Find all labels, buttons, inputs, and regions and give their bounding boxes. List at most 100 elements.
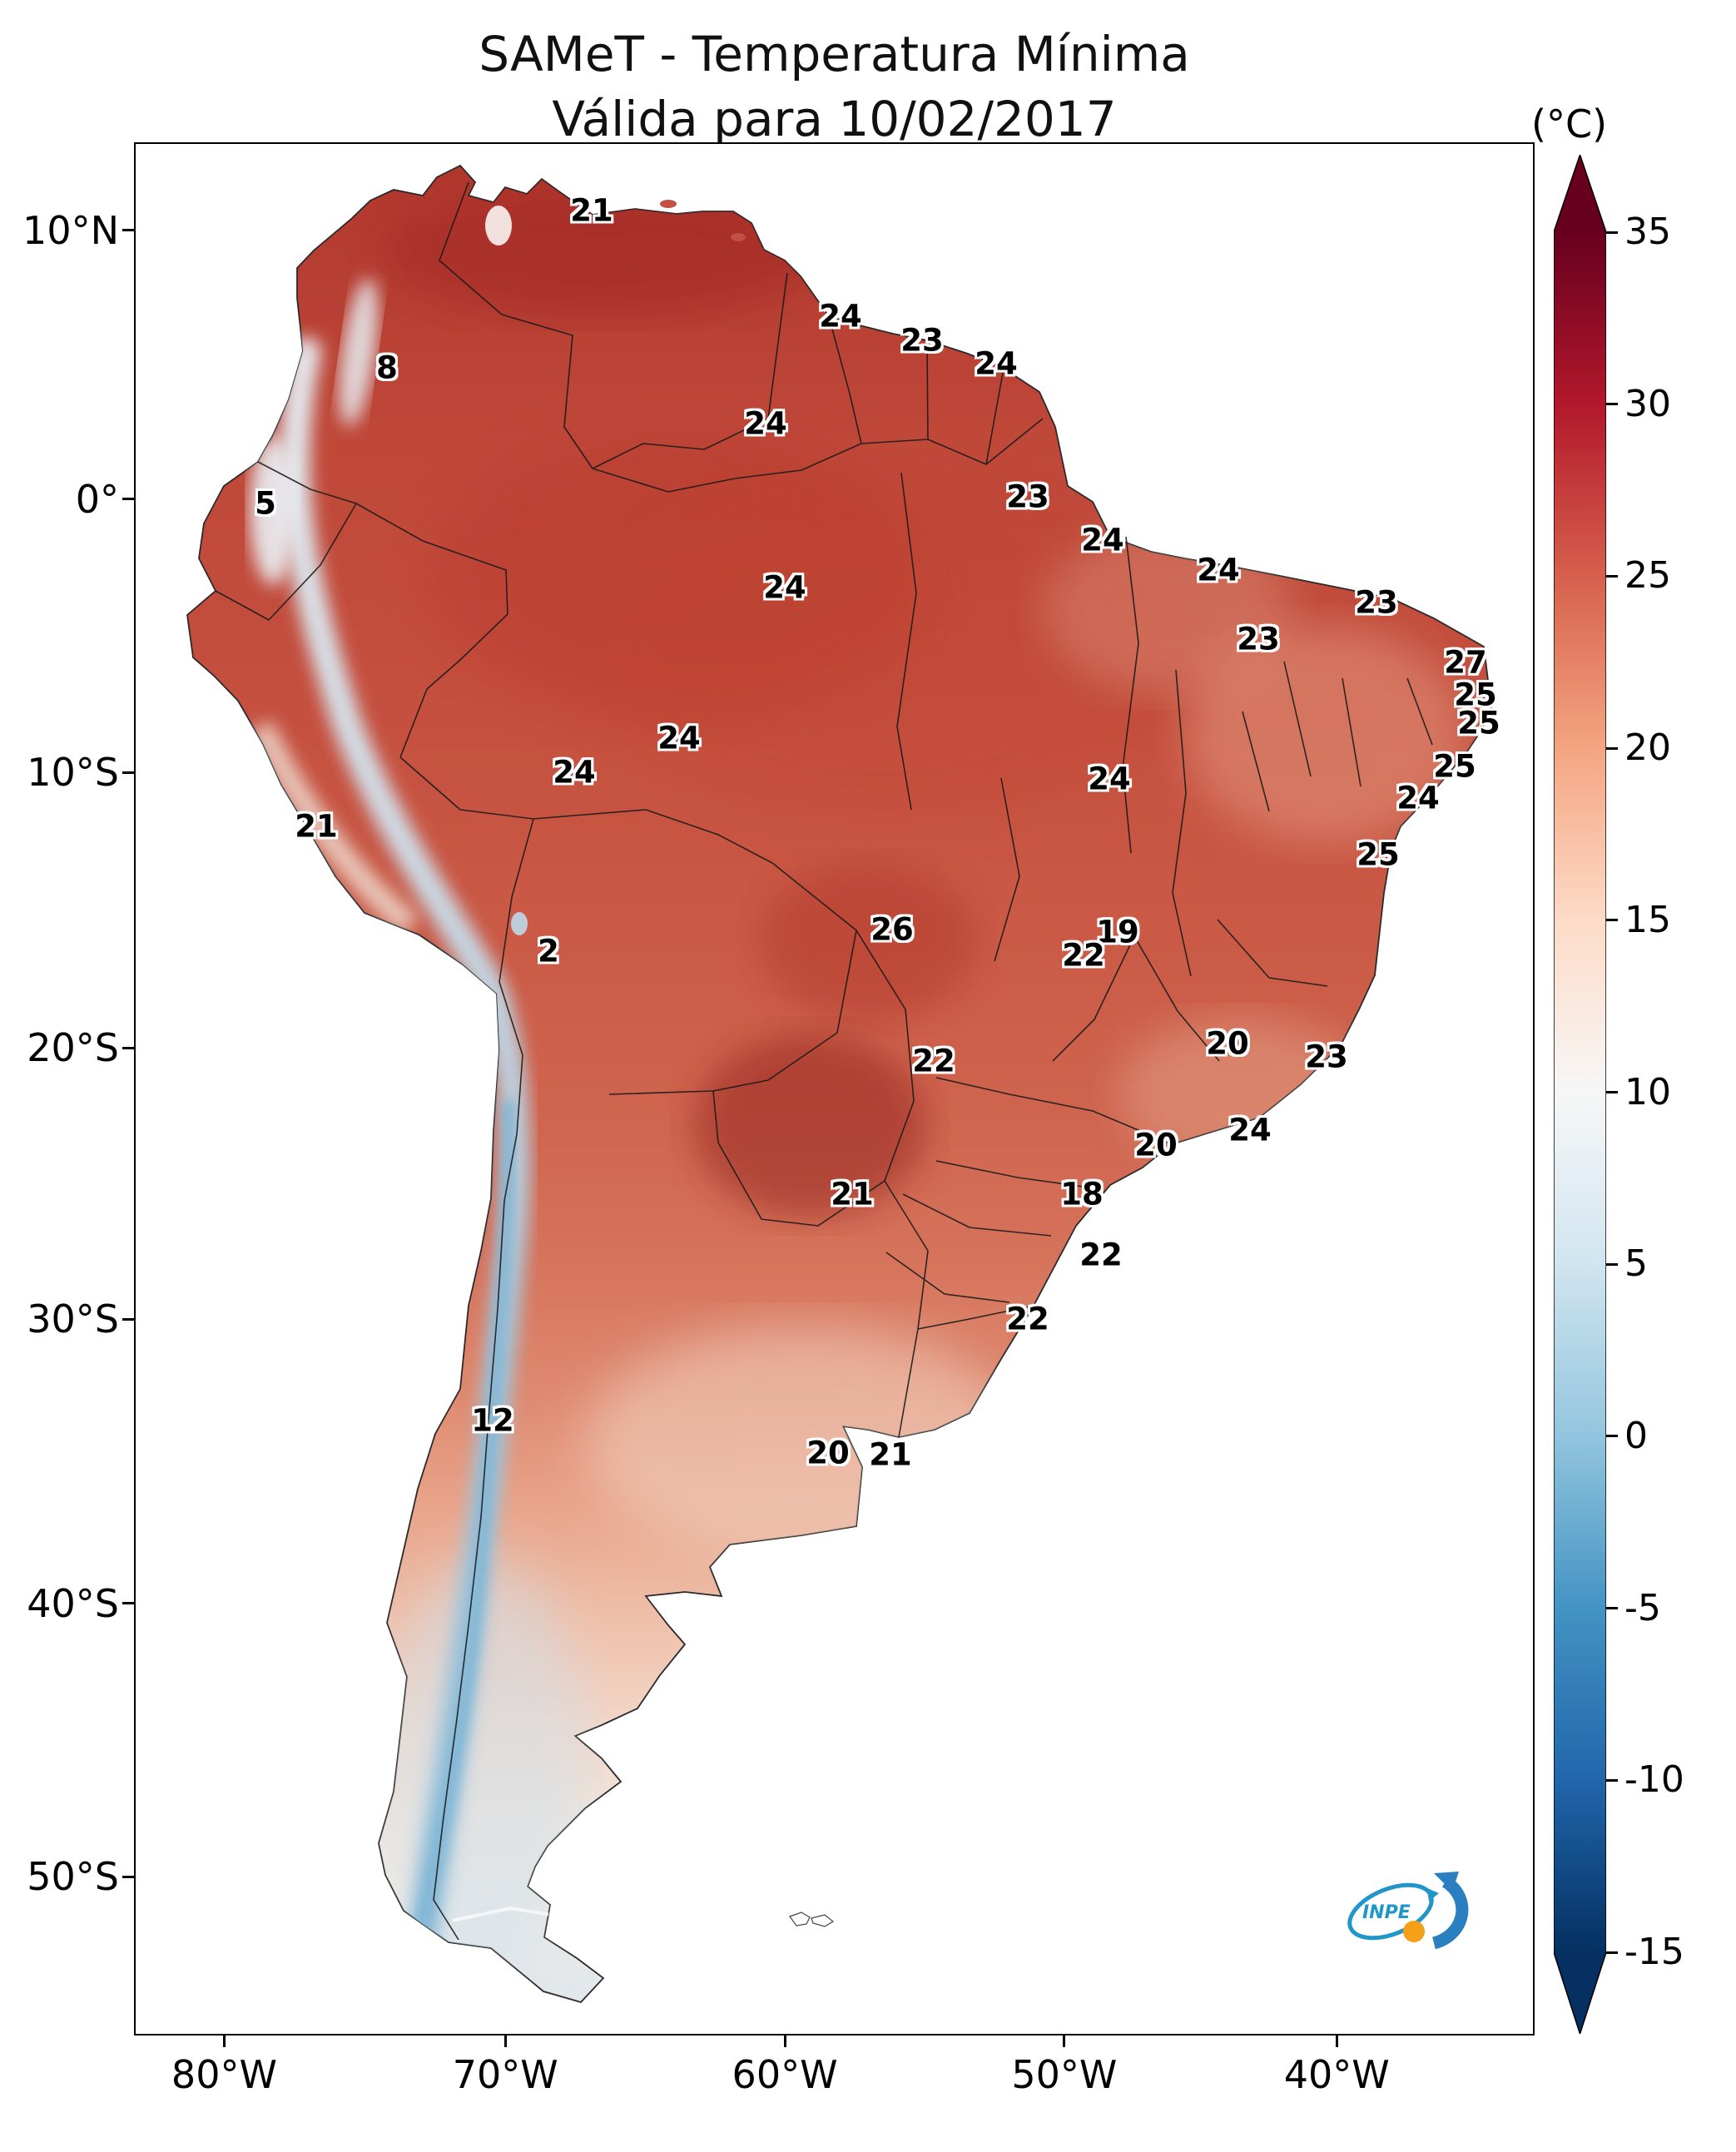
lon-tick-label: 70°W xyxy=(452,2052,558,2097)
lat-tick-label: 30°S xyxy=(27,1297,119,1342)
map-plot-area: 21 24 23 24 8 24 5 23 24 24 24 23 23 27 25 25 25 24 24 24 24… xyxy=(134,142,1535,2035)
temperature-value-label: 20 xyxy=(1206,1025,1249,1062)
temperature-value-label: 22 xyxy=(1062,937,1105,974)
colorbar-tick-label: 30 xyxy=(1624,382,1671,425)
title-line2: Válida para 10/02/2017 xyxy=(552,91,1117,147)
colorbar xyxy=(1554,155,1606,2034)
country-borders xyxy=(215,181,1433,1941)
lat-tick-label: 40°S xyxy=(27,1580,119,1626)
title-line1: SAMeT - Temperatura Mínima xyxy=(479,26,1190,82)
lat-tick-label: 20°S xyxy=(27,1025,119,1071)
orbit-arrowhead-icon xyxy=(1427,1888,1439,1902)
colorbar-tick-label: 15 xyxy=(1624,898,1671,941)
temperature-value-label: 5 xyxy=(255,485,276,522)
lat-tick-mark xyxy=(122,771,134,774)
lat-tick-mark xyxy=(122,1046,134,1049)
colorbar-tick-mark xyxy=(1606,231,1618,234)
temperature-value-label: 24 xyxy=(1197,552,1240,588)
temperature-value-label: 8 xyxy=(376,350,398,386)
colorbar-tick-label: 35 xyxy=(1624,211,1671,253)
colorbar-tick-mark xyxy=(1606,1262,1618,1266)
temperature-value-label: 20 xyxy=(806,1435,850,1471)
temperature-value-label: 23 xyxy=(900,322,944,359)
colorbar-tick-mark xyxy=(1606,1951,1618,1954)
swoosh-arrow-icon xyxy=(1431,1876,1469,1950)
colorbar-tick-label: -5 xyxy=(1624,1586,1661,1629)
lon-tick-mark xyxy=(1063,2035,1066,2047)
figure-title: SAMeT - Temperatura Mínima Válida para 1… xyxy=(136,22,1533,151)
temperature-value-label: 23 xyxy=(1355,584,1398,621)
lon-tick-mark xyxy=(783,2035,786,2047)
lat-tick-mark xyxy=(122,229,134,232)
lat-tick-label: 50°S xyxy=(27,1854,119,1900)
temperature-value-label: 21 xyxy=(869,1436,912,1473)
temperature-value-label: 23 xyxy=(1006,478,1049,515)
colorbar-tick-label: 10 xyxy=(1624,1070,1671,1113)
strait-of-magellan xyxy=(451,1906,553,1922)
colorbar-tick-label: 5 xyxy=(1624,1242,1648,1286)
temperature-value-label: 23 xyxy=(1237,621,1280,657)
temperature-value-label: 24 xyxy=(763,569,806,606)
temperature-value-label: 24 xyxy=(657,720,701,756)
temperature-value-label: 22 xyxy=(1006,1301,1049,1337)
falkland-islands xyxy=(789,1912,835,1927)
temperature-value-label: 21 xyxy=(570,192,613,229)
lake-maracaibo xyxy=(485,206,512,245)
lat-tick-mark xyxy=(122,1317,134,1321)
temperature-value-label: 21 xyxy=(295,808,338,845)
temperature-value-label: 22 xyxy=(912,1043,955,1079)
temperature-value-label: 24 xyxy=(1081,522,1124,558)
temperature-value-label: 25 xyxy=(1457,705,1500,741)
temperature-value-label: 21 xyxy=(831,1176,874,1212)
temperature-value-label: 24 xyxy=(975,345,1018,382)
temperature-value-label: 2 xyxy=(538,933,559,969)
small-islands xyxy=(660,200,835,1927)
temperature-value-label: 12 xyxy=(471,1402,514,1439)
inpe-logo: INPE xyxy=(1347,1872,1469,1950)
lake-titicaca xyxy=(511,912,528,935)
lat-tick-mark xyxy=(122,498,134,501)
colorbar-tick-mark xyxy=(1606,403,1618,406)
lat-tick-mark xyxy=(122,1875,134,1878)
colorbar-tick-label: 0 xyxy=(1624,1414,1648,1457)
lon-tick-mark xyxy=(1335,2035,1338,2047)
colorbar-tick-label: 25 xyxy=(1624,554,1671,598)
temperature-value-label: 22 xyxy=(1079,1237,1123,1273)
lat-tick-label: 0° xyxy=(75,476,119,522)
temperature-value-label: 25 xyxy=(1454,677,1497,713)
colorbar-tick-mark xyxy=(1606,1607,1618,1610)
lon-tick-mark xyxy=(222,2035,226,2047)
temperature-value-label: 24 xyxy=(1088,761,1131,797)
colorbar-tick-mark xyxy=(1606,1778,1618,1782)
lat-tick-mark xyxy=(122,1602,134,1605)
colorbar-gradient-bar xyxy=(1554,155,1606,2034)
inpe-logo-text: INPE xyxy=(1362,1902,1411,1923)
temperature-value-label: 25 xyxy=(1357,836,1400,873)
temperature-value-label: 20 xyxy=(1134,1127,1178,1163)
colorbar-tick-mark xyxy=(1606,1435,1618,1438)
lon-tick-label: 40°W xyxy=(1283,2052,1390,2097)
colorbar-tick-label: -10 xyxy=(1624,1758,1684,1802)
colorbar-tick-mark xyxy=(1606,919,1618,922)
temperature-labels-layer: 21 24 23 24 8 24 5 23 24 24 24 23 23 27 25 25 25 24 24 24 24… xyxy=(136,144,1533,2034)
temperature-value-label: 19 xyxy=(1096,914,1139,950)
lat-tick-label: 10°S xyxy=(27,750,119,796)
colorbar-tick-mark xyxy=(1606,1091,1618,1093)
lon-tick-label: 50°W xyxy=(1011,2052,1118,2097)
temperature-value-label: 23 xyxy=(1305,1039,1348,1075)
lon-tick-label: 80°W xyxy=(171,2052,277,2097)
colorbar-tick-mark xyxy=(1606,574,1618,578)
temperature-value-label: 18 xyxy=(1060,1176,1104,1212)
temperature-value-label: 24 xyxy=(819,298,862,335)
temperature-value-label: 24 xyxy=(1396,780,1440,816)
colorbar-tick-label: -15 xyxy=(1624,1931,1684,1973)
temperature-value-label: 24 xyxy=(553,754,596,791)
colorbar-unit-label: (°C) xyxy=(1531,102,1608,146)
temperature-value-label: 25 xyxy=(1433,748,1476,785)
temperature-raster-overlays xyxy=(249,186,1467,1975)
lat-tick-label: 10°N xyxy=(22,207,119,253)
temperature-value-label: 27 xyxy=(1444,644,1487,681)
colorbar-tick-mark xyxy=(1606,746,1618,750)
sun-dot-icon xyxy=(1403,1921,1425,1942)
south-america-map xyxy=(186,165,1493,2003)
